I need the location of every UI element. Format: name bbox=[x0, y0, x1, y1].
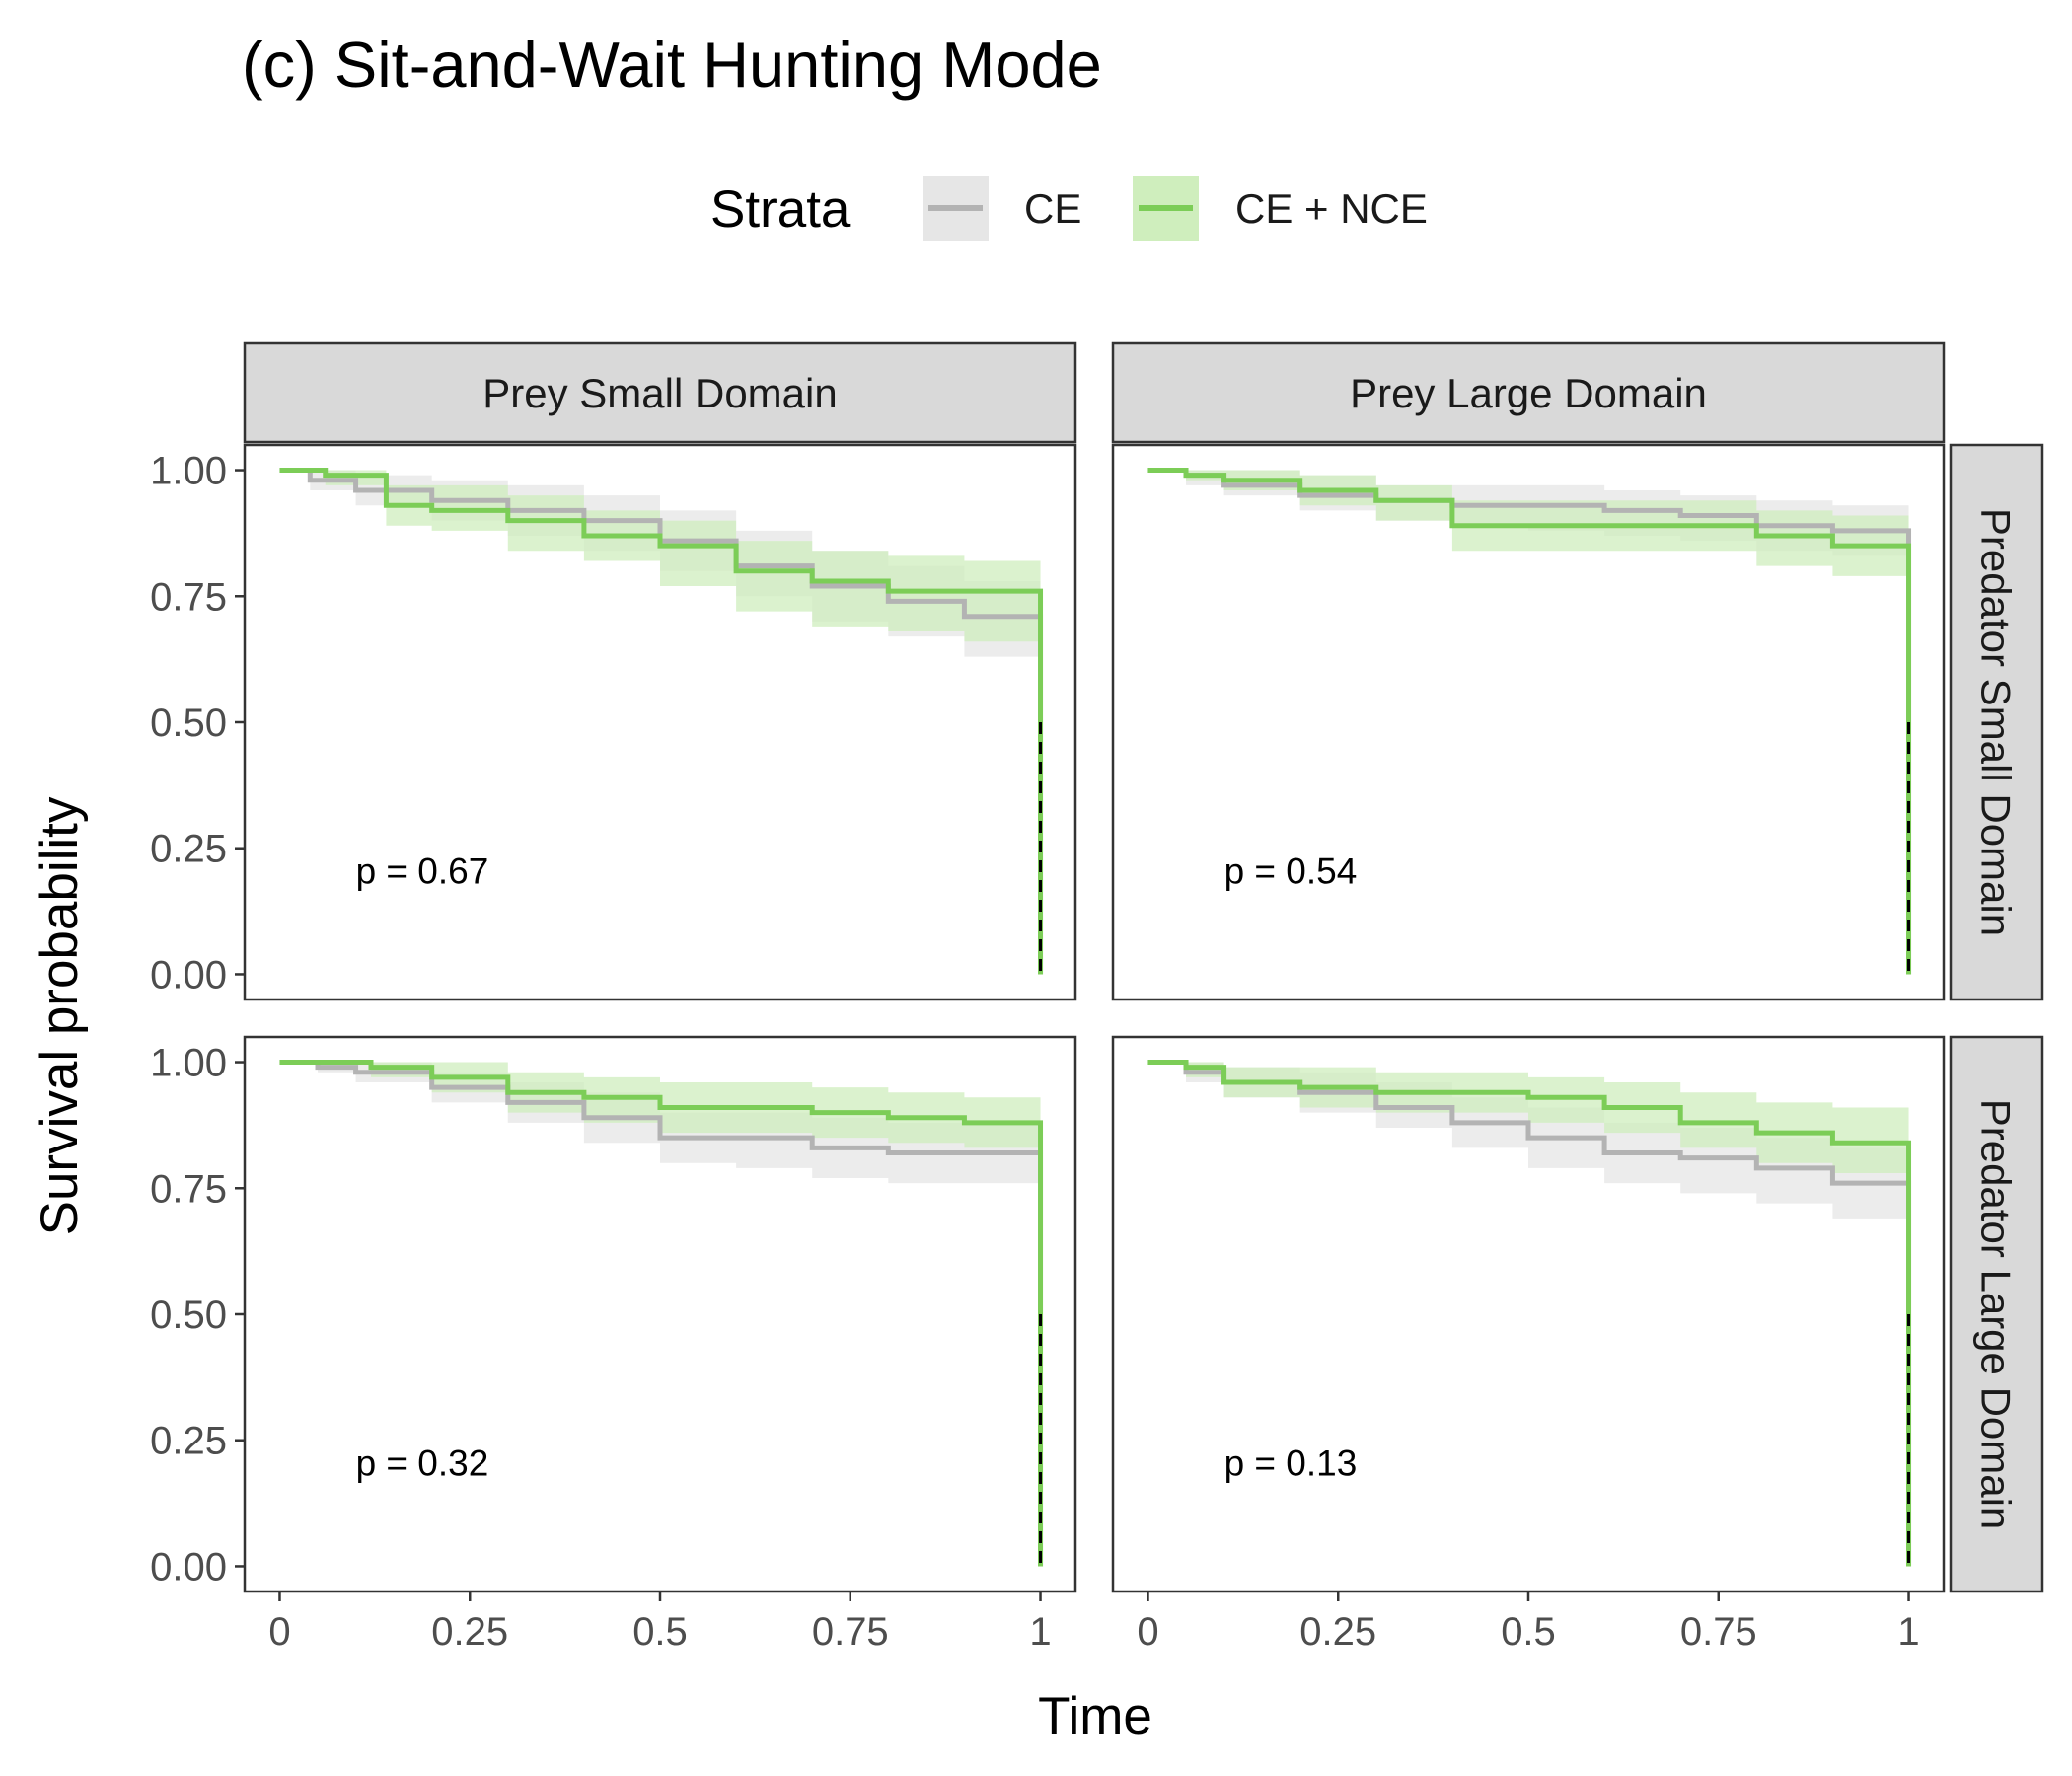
facet-panels: p = 0.670.000.250.500.751.00p = 0.54p = … bbox=[150, 341, 2044, 1654]
x-tick-label: 0.5 bbox=[632, 1610, 688, 1654]
panel-r0-c0: p = 0.67 0.00 0.25 0.50 0.75 1.00 bbox=[150, 443, 1077, 1001]
legend-title: Strata bbox=[710, 181, 851, 239]
facet-strip-row bbox=[1949, 1035, 2044, 1593]
survival-curve-ce-nce bbox=[1147, 1060, 1912, 1567]
survival-curve-ce-nce bbox=[279, 1060, 1044, 1567]
x-tick-label: 0.25 bbox=[431, 1610, 508, 1654]
y-tick-label: 1.00 bbox=[150, 450, 227, 493]
y-tick-label: 0.00 bbox=[150, 1545, 227, 1589]
x-tick-label: 1 bbox=[1897, 1610, 1919, 1654]
panel-border bbox=[1111, 443, 1946, 1001]
x-tick-label: 0 bbox=[268, 1610, 290, 1654]
chart-title: (c) Sit-and-Wait Hunting Mode bbox=[242, 29, 1102, 101]
legend-label-ce-nce: CE + NCE bbox=[1235, 185, 1428, 232]
survival-curve-ce-nce bbox=[279, 468, 1044, 975]
facet-strip-column-label: Prey Small Domain bbox=[482, 370, 837, 416]
y-tick-label: 0.50 bbox=[150, 702, 227, 745]
y-tick-label: 0.50 bbox=[150, 1294, 227, 1337]
y-axis-title: Survival probability bbox=[31, 796, 89, 1235]
panel-r1-c1: p = 0.13 0 0.25 0.5 0.75 1 bbox=[1111, 1035, 1946, 1654]
ci-band-ce-nce bbox=[279, 470, 1041, 652]
survival-curve-ce bbox=[279, 468, 1044, 975]
x-tick-label: 0.75 bbox=[1680, 1610, 1757, 1654]
y-tick-label: 0.25 bbox=[150, 828, 227, 871]
p-value-label: p = 0.13 bbox=[1224, 1443, 1358, 1483]
p-value-label: p = 0.32 bbox=[356, 1443, 489, 1483]
x-tick-label: 1 bbox=[1029, 1610, 1051, 1654]
facet-strip-row bbox=[1949, 443, 2044, 1001]
x-tick-label: 0 bbox=[1137, 1610, 1158, 1654]
x-tick-label: 0.75 bbox=[812, 1610, 889, 1654]
y-tick-label: 0.75 bbox=[150, 1167, 227, 1211]
x-axis-title: Time bbox=[1038, 1687, 1152, 1745]
panel-r0-c1: p = 0.54 bbox=[1111, 443, 1946, 1001]
y-tick-label: 1.00 bbox=[150, 1042, 227, 1085]
panel-r1-c0: p = 0.32 0.00 0.25 0.50 0.75 1.00 0 0.25 0.5 0.75… bbox=[150, 1035, 1077, 1654]
y-tick-label: 0.00 bbox=[150, 953, 227, 997]
survival-curve-ce-nce bbox=[1147, 468, 1912, 975]
facet-strip-column bbox=[1111, 341, 1946, 444]
x-tick-label: 0.5 bbox=[1501, 1610, 1556, 1654]
facet-strip-column-label: Prey Large Domain bbox=[1350, 370, 1707, 416]
legend-label-ce: CE bbox=[1024, 185, 1081, 232]
facet-strip-row-label: Predator Small Domain bbox=[1973, 508, 2020, 936]
facet-strip-column bbox=[243, 341, 1077, 444]
facet-strip-row-label: Predator Large Domain bbox=[1973, 1099, 2020, 1530]
legend: Strata CE CE + NCE bbox=[710, 176, 1428, 241]
y-tick-label: 0.75 bbox=[150, 575, 227, 619]
survival-curve-ce bbox=[279, 1060, 1044, 1567]
x-tick-label: 0.25 bbox=[1299, 1610, 1376, 1654]
p-value-label: p = 0.67 bbox=[356, 851, 489, 891]
p-value-label: p = 0.54 bbox=[1224, 851, 1358, 891]
y-tick-label: 0.25 bbox=[150, 1420, 227, 1463]
